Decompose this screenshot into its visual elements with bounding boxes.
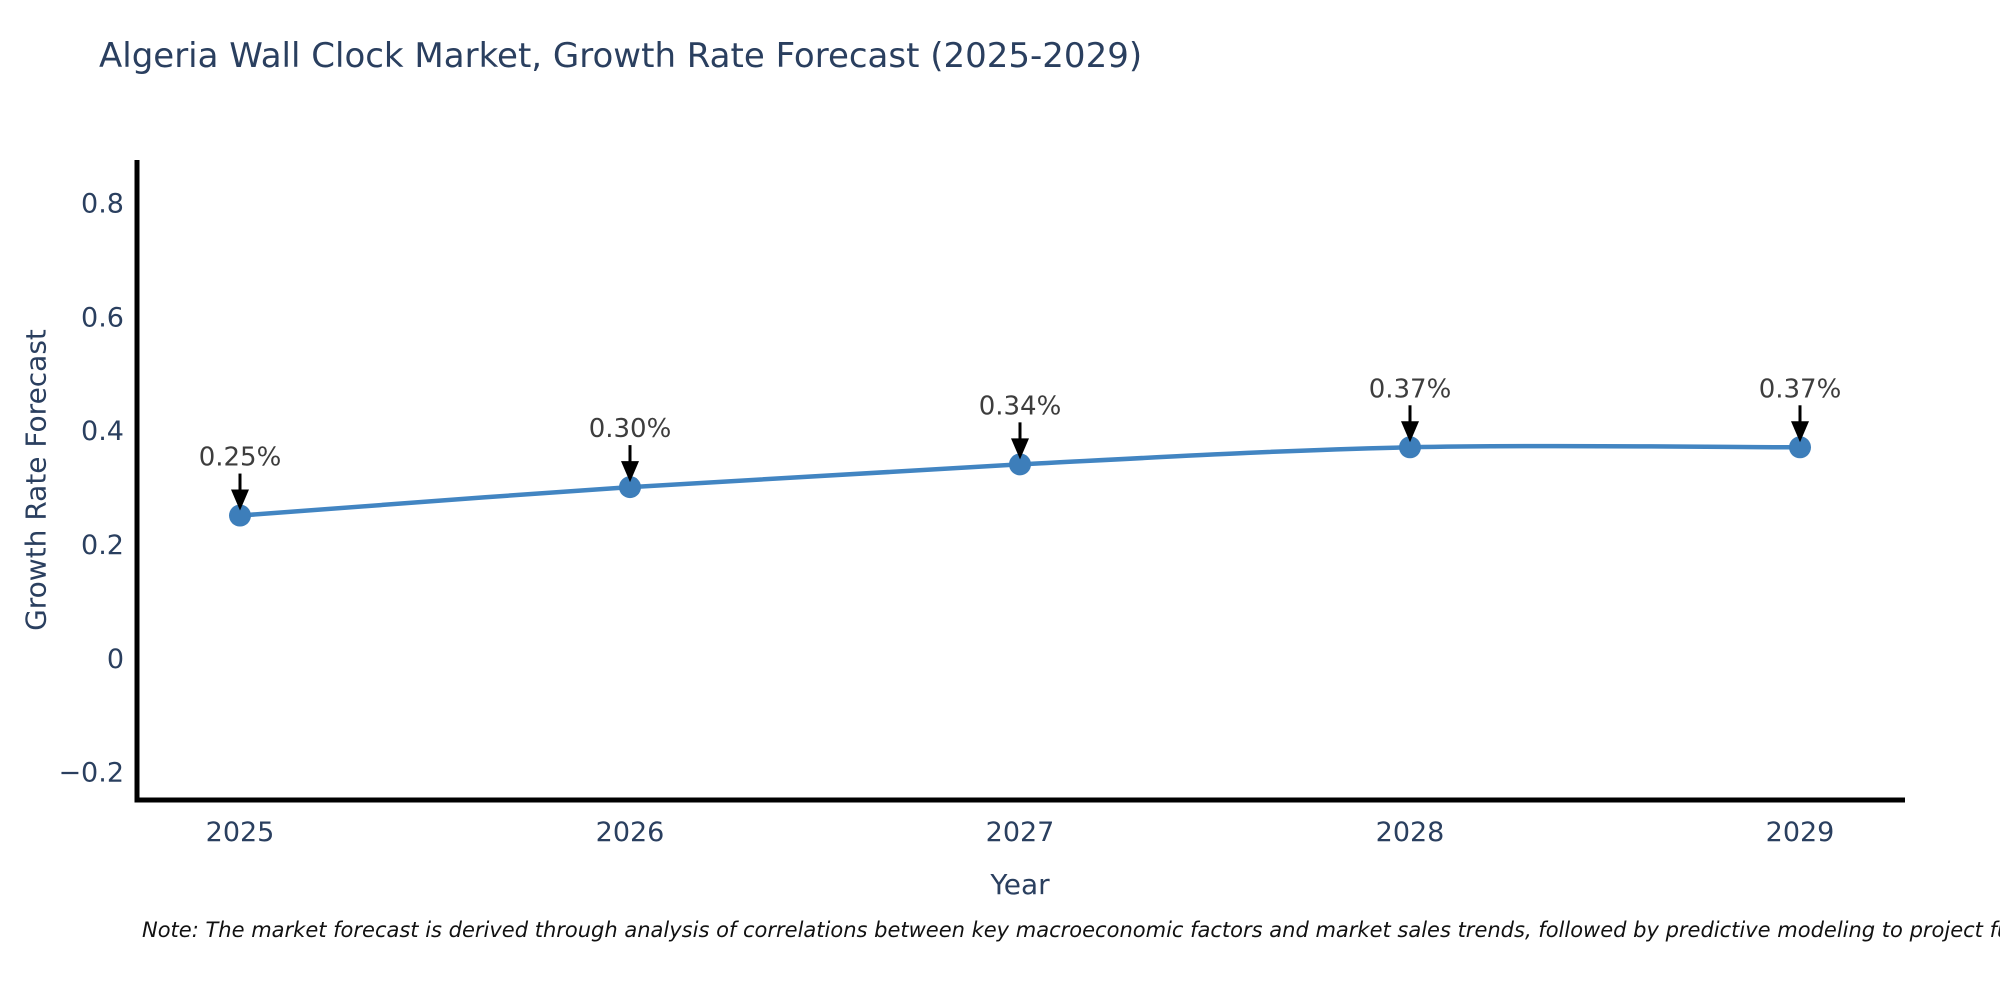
annotation-arrowhead	[1401, 421, 1419, 443]
x-tick-label: 2029	[1766, 817, 1835, 848]
point-annotation: 0.25%	[199, 443, 282, 473]
x-tick-label: 2028	[1376, 817, 1445, 848]
annotation-arrowhead	[621, 461, 639, 483]
data-point-marker[interactable]	[1009, 453, 1031, 476]
y-tick-label: −0.2	[58, 758, 124, 789]
data-point-marker[interactable]	[1399, 436, 1421, 459]
x-axis-title: Year	[990, 868, 1050, 901]
y-tick-label: 0.8	[81, 189, 124, 220]
y-tick-label: 0.6	[81, 302, 124, 333]
x-tick-label: 2026	[596, 817, 665, 848]
x-tick-label: 2027	[986, 817, 1055, 848]
y-tick-label: 0.2	[81, 530, 124, 561]
y-axis-title: Growth Rate Forecast	[19, 329, 53, 631]
x-tick-label: 2025	[206, 817, 275, 848]
data-point-marker[interactable]	[619, 476, 641, 499]
data-point-marker[interactable]	[229, 504, 251, 527]
point-annotation: 0.30%	[589, 414, 672, 444]
y-tick-label: 0	[107, 644, 124, 675]
point-annotation: 0.34%	[979, 391, 1062, 421]
y-tick-label: 0.4	[81, 416, 124, 447]
point-annotation: 0.37%	[1369, 374, 1452, 404]
chart-footnote: Note: The market forecast is derived thr…	[142, 918, 2000, 942]
point-annotation: 0.37%	[1759, 374, 1842, 404]
chart-title: Algeria Wall Clock Market, Growth Rate F…	[99, 36, 1143, 76]
data-point-marker[interactable]	[1789, 436, 1811, 459]
annotation-arrowhead	[231, 489, 249, 511]
annotation-arrowhead	[1791, 421, 1809, 443]
annotation-arrowhead	[1011, 438, 1029, 460]
